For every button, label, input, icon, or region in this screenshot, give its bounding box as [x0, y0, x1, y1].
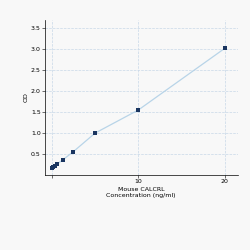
Point — [72, 150, 76, 154]
Point — [222, 46, 226, 50]
Point — [52, 164, 56, 168]
Point — [136, 108, 140, 112]
X-axis label: Mouse CALCRL
Concentration (ng/ml): Mouse CALCRL Concentration (ng/ml) — [106, 187, 176, 198]
Y-axis label: OD: OD — [23, 92, 28, 102]
Point — [50, 166, 54, 170]
Point — [93, 131, 97, 135]
Point — [51, 165, 55, 169]
Point — [61, 158, 65, 162]
Point — [55, 162, 59, 166]
